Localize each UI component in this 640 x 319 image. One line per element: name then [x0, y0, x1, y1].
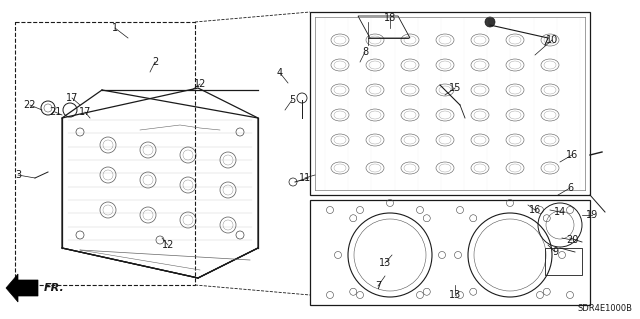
Text: 6: 6	[567, 183, 573, 193]
Text: 10: 10	[546, 35, 558, 45]
Text: 15: 15	[449, 83, 461, 93]
Text: 3: 3	[15, 170, 21, 180]
Polygon shape	[6, 274, 38, 302]
Text: 19: 19	[586, 210, 598, 220]
Text: FR.: FR.	[44, 283, 65, 293]
Text: 2: 2	[152, 57, 158, 67]
Text: 12: 12	[194, 79, 206, 89]
Text: 17: 17	[79, 107, 91, 117]
Text: 13: 13	[379, 258, 391, 268]
Text: 8: 8	[362, 47, 368, 57]
Bar	[15, 22, 195, 285]
Text: 16: 16	[529, 205, 541, 215]
Text: 1: 1	[112, 23, 118, 33]
Text: 11: 11	[299, 173, 311, 183]
Text: SDR4E1000B: SDR4E1000B	[577, 304, 632, 313]
Text: 4: 4	[277, 68, 283, 78]
Text: 7: 7	[375, 281, 381, 291]
Text: 9: 9	[552, 247, 558, 257]
Text: 14: 14	[554, 207, 566, 217]
Text: 18: 18	[384, 13, 396, 23]
Circle shape	[485, 17, 495, 27]
Text: 12: 12	[162, 240, 174, 250]
Text: 16: 16	[566, 150, 578, 160]
Text: 22: 22	[24, 100, 36, 110]
Text: 17: 17	[66, 93, 78, 103]
Text: 21: 21	[49, 107, 61, 117]
Text: 20: 20	[566, 235, 578, 245]
Text: 5: 5	[289, 95, 295, 105]
Text: 13: 13	[449, 290, 461, 300]
